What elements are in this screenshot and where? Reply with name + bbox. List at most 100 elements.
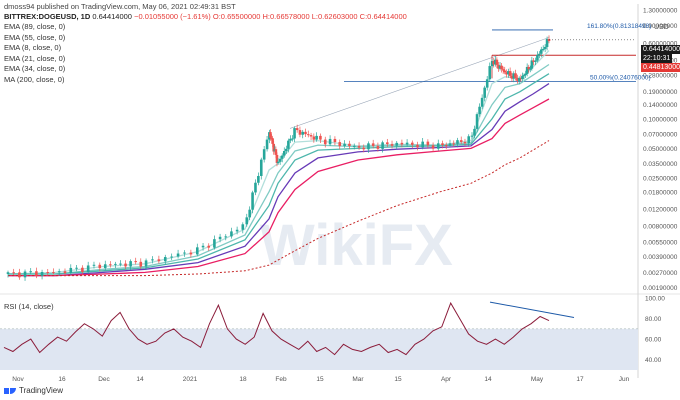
time-tick-label: May	[531, 376, 544, 383]
candle-body	[271, 138, 274, 144]
legend-ma200[interactable]: MA (200, close, 0)	[4, 74, 65, 84]
candle-body	[488, 66, 492, 80]
time-tick-label: Feb	[275, 376, 287, 383]
rsi-band	[0, 328, 638, 370]
candle-body	[306, 134, 310, 136]
candle-body	[517, 78, 521, 81]
candle-body	[248, 209, 251, 218]
legend-ema8[interactable]: EMA (8, close, 0)	[4, 43, 62, 52]
candle-body	[514, 73, 517, 79]
candle-body	[475, 114, 479, 129]
candle-body	[285, 148, 288, 152]
candle-body	[23, 271, 27, 278]
candle-body	[218, 236, 222, 240]
candle-body	[151, 259, 154, 261]
candle-body	[157, 259, 161, 262]
candle-body	[35, 271, 38, 276]
candle-body	[289, 138, 292, 141]
candle-body	[12, 272, 15, 274]
candle-body	[280, 155, 284, 159]
ma200-line	[8, 140, 550, 277]
candle-body	[534, 60, 537, 62]
time-tick-label: 15	[394, 376, 402, 383]
candle-body	[213, 239, 216, 248]
candle-body	[278, 158, 282, 162]
candle-body	[269, 132, 272, 138]
time-tick-label: 14	[484, 376, 492, 383]
time-tick-label: Apr	[441, 376, 452, 383]
candle-body	[301, 131, 305, 135]
price-tick-label: 0.14000000	[643, 102, 678, 109]
candle-body	[207, 245, 211, 248]
candle-body	[312, 136, 316, 140]
time-tick-label: Jun	[619, 376, 630, 383]
candle-body	[410, 142, 414, 145]
candle-body	[507, 71, 510, 75]
candle-body	[494, 59, 497, 65]
publish-info: dmoss94 published on TradingView.com, Ma…	[4, 2, 236, 11]
legend-ema34[interactable]: EMA (34, close, 0)	[4, 64, 66, 73]
candle-body	[69, 267, 73, 274]
tradingview-logo[interactable]: TradingView	[4, 386, 63, 395]
rsi-label: RSI (14, close)	[4, 302, 54, 311]
time-tick-label: 15	[316, 376, 324, 383]
time-tick-label: 17	[576, 376, 584, 383]
candle-body	[527, 66, 531, 70]
price-tick-label: 0.00270000	[643, 270, 678, 277]
candle-body	[352, 145, 356, 147]
price-tick-label: 0.03500000	[643, 161, 678, 168]
current-price-tag: 0.64414000	[641, 45, 680, 54]
tradingview-brand: TradingView	[19, 386, 64, 395]
candle-body	[319, 135, 322, 140]
candle-body	[6, 272, 10, 274]
candle-body	[298, 130, 302, 135]
candle-body	[452, 143, 456, 145]
candle-body	[295, 128, 299, 131]
price-tick-label: 0.05000000	[643, 146, 678, 153]
candle-body	[470, 135, 474, 137]
legend-ema55[interactable]: EMA (55, close, 0)	[4, 32, 66, 42]
candle-body	[98, 264, 102, 269]
candle-body	[257, 175, 260, 183]
indicator-legend: EMA (89, close, 0) EMA (55, close, 0) EM…	[4, 22, 65, 85]
candle-body	[500, 65, 503, 70]
candle-body	[400, 142, 404, 145]
candle-body	[189, 252, 193, 255]
price-tick-label: 0.60000000	[643, 40, 678, 47]
candle-body	[52, 272, 55, 274]
candle-body	[272, 143, 276, 152]
price-tick-label: 0.02500000	[643, 175, 678, 182]
price-tick-label: 0.19000000	[643, 89, 678, 96]
price-tick-label: 0.01800000	[643, 189, 678, 196]
time-tick-label: 16	[58, 376, 66, 383]
candle-body	[490, 61, 494, 67]
rsi-tick-label: 100.00	[645, 296, 665, 303]
candle-body	[539, 49, 543, 54]
candle-body	[86, 265, 90, 273]
candle-body	[416, 144, 419, 148]
candle-body	[436, 143, 440, 149]
candle-body	[29, 271, 33, 273]
candle-body	[270, 137, 273, 139]
candle-body	[516, 78, 519, 81]
rsi-line	[3, 301, 550, 356]
candle-body	[323, 139, 327, 145]
legend-ema21[interactable]: EMA (21, close, 0)	[4, 53, 66, 63]
rsi-tick-label: 40.00	[645, 357, 662, 364]
candle-body	[473, 128, 476, 136]
candle-body	[448, 143, 452, 146]
legend-ema89[interactable]: EMA (89, close, 0)	[4, 22, 66, 31]
time-tick-label: Mar	[352, 376, 364, 383]
ema34-line	[8, 73, 550, 275]
candle-body	[176, 253, 180, 257]
price-tick-label: 0.00800000	[643, 224, 678, 231]
trend-line	[289, 37, 550, 129]
candle-body	[63, 271, 67, 274]
candle-body	[495, 59, 499, 65]
time-tick-label: 14	[136, 376, 144, 383]
candle-body	[328, 138, 332, 145]
candle-body	[444, 145, 448, 147]
price-tick-label: 0.01200000	[643, 206, 678, 213]
candle-body	[139, 261, 143, 267]
